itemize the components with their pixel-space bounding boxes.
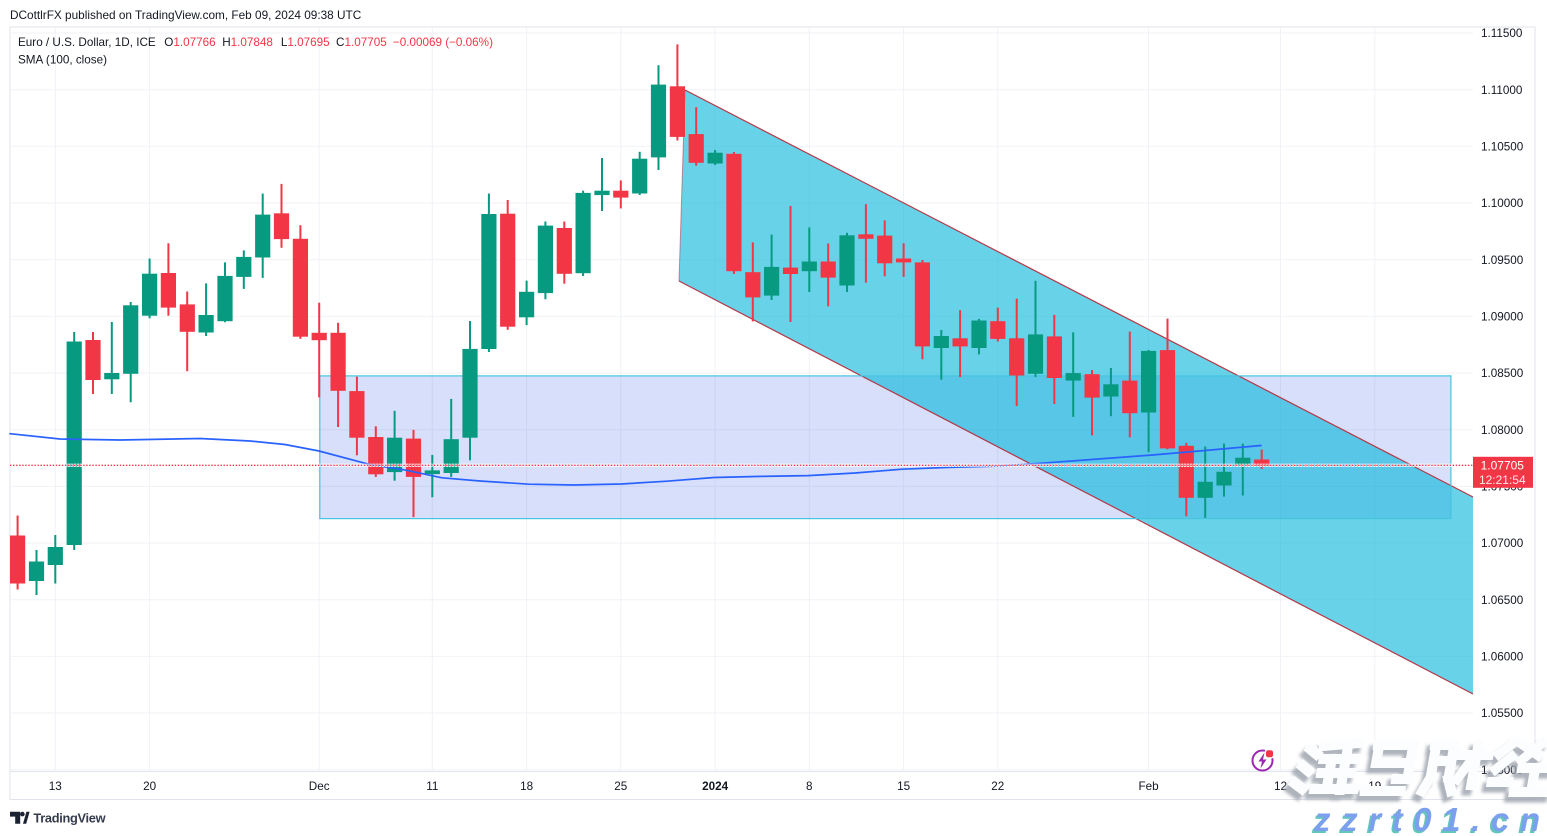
svg-text:22: 22 xyxy=(991,780,1004,793)
svg-text:2024: 2024 xyxy=(702,780,729,793)
svg-text:DCottlrFX published on Trading: DCottlrFX published on TradingView.com, … xyxy=(10,8,362,22)
svg-text:zzrt01.cn: zzrt01.cn xyxy=(1313,801,1547,836)
svg-text:12: 12 xyxy=(1274,780,1287,793)
svg-text:1.09000: 1.09000 xyxy=(1481,311,1524,324)
svg-text:1.08000: 1.08000 xyxy=(1481,424,1524,437)
svg-text:1.09500: 1.09500 xyxy=(1481,254,1524,267)
svg-text:8: 8 xyxy=(806,780,813,793)
svg-text:1.07705: 1.07705 xyxy=(1481,459,1525,473)
svg-text:1.06500: 1.06500 xyxy=(1481,594,1524,607)
svg-text:1.10000: 1.10000 xyxy=(1481,197,1524,210)
svg-text:TradingView: TradingView xyxy=(33,810,105,825)
svg-text:1.11500: 1.11500 xyxy=(1481,27,1523,40)
svg-text:Feb: Feb xyxy=(1139,780,1160,793)
svg-text:SMA (100, close): SMA (100, close) xyxy=(18,54,107,67)
svg-text:zzrt01.cn: zzrt01.cn xyxy=(1311,803,1547,836)
svg-text:20: 20 xyxy=(143,780,157,793)
svg-text:1.05500: 1.05500 xyxy=(1481,707,1524,720)
svg-text:18: 18 xyxy=(520,780,533,793)
svg-text:1.08500: 1.08500 xyxy=(1481,367,1524,380)
svg-text:1.07000: 1.07000 xyxy=(1481,537,1524,550)
svg-text:1.06000: 1.06000 xyxy=(1481,651,1524,664)
svg-text:Dec: Dec xyxy=(309,780,330,793)
svg-text:1.11000: 1.11000 xyxy=(1481,84,1523,97)
svg-text:Euro / U.S. Dollar, 1D, ICE: Euro / U.S. Dollar, 1D, ICE xyxy=(18,36,156,49)
svg-text:1.10500: 1.10500 xyxy=(1481,141,1524,154)
svg-text:15: 15 xyxy=(897,780,911,793)
svg-text:12:21:54: 12:21:54 xyxy=(1479,473,1526,487)
svg-text:13: 13 xyxy=(49,780,62,793)
svg-text:11: 11 xyxy=(426,780,438,793)
svg-text:25: 25 xyxy=(614,780,628,793)
